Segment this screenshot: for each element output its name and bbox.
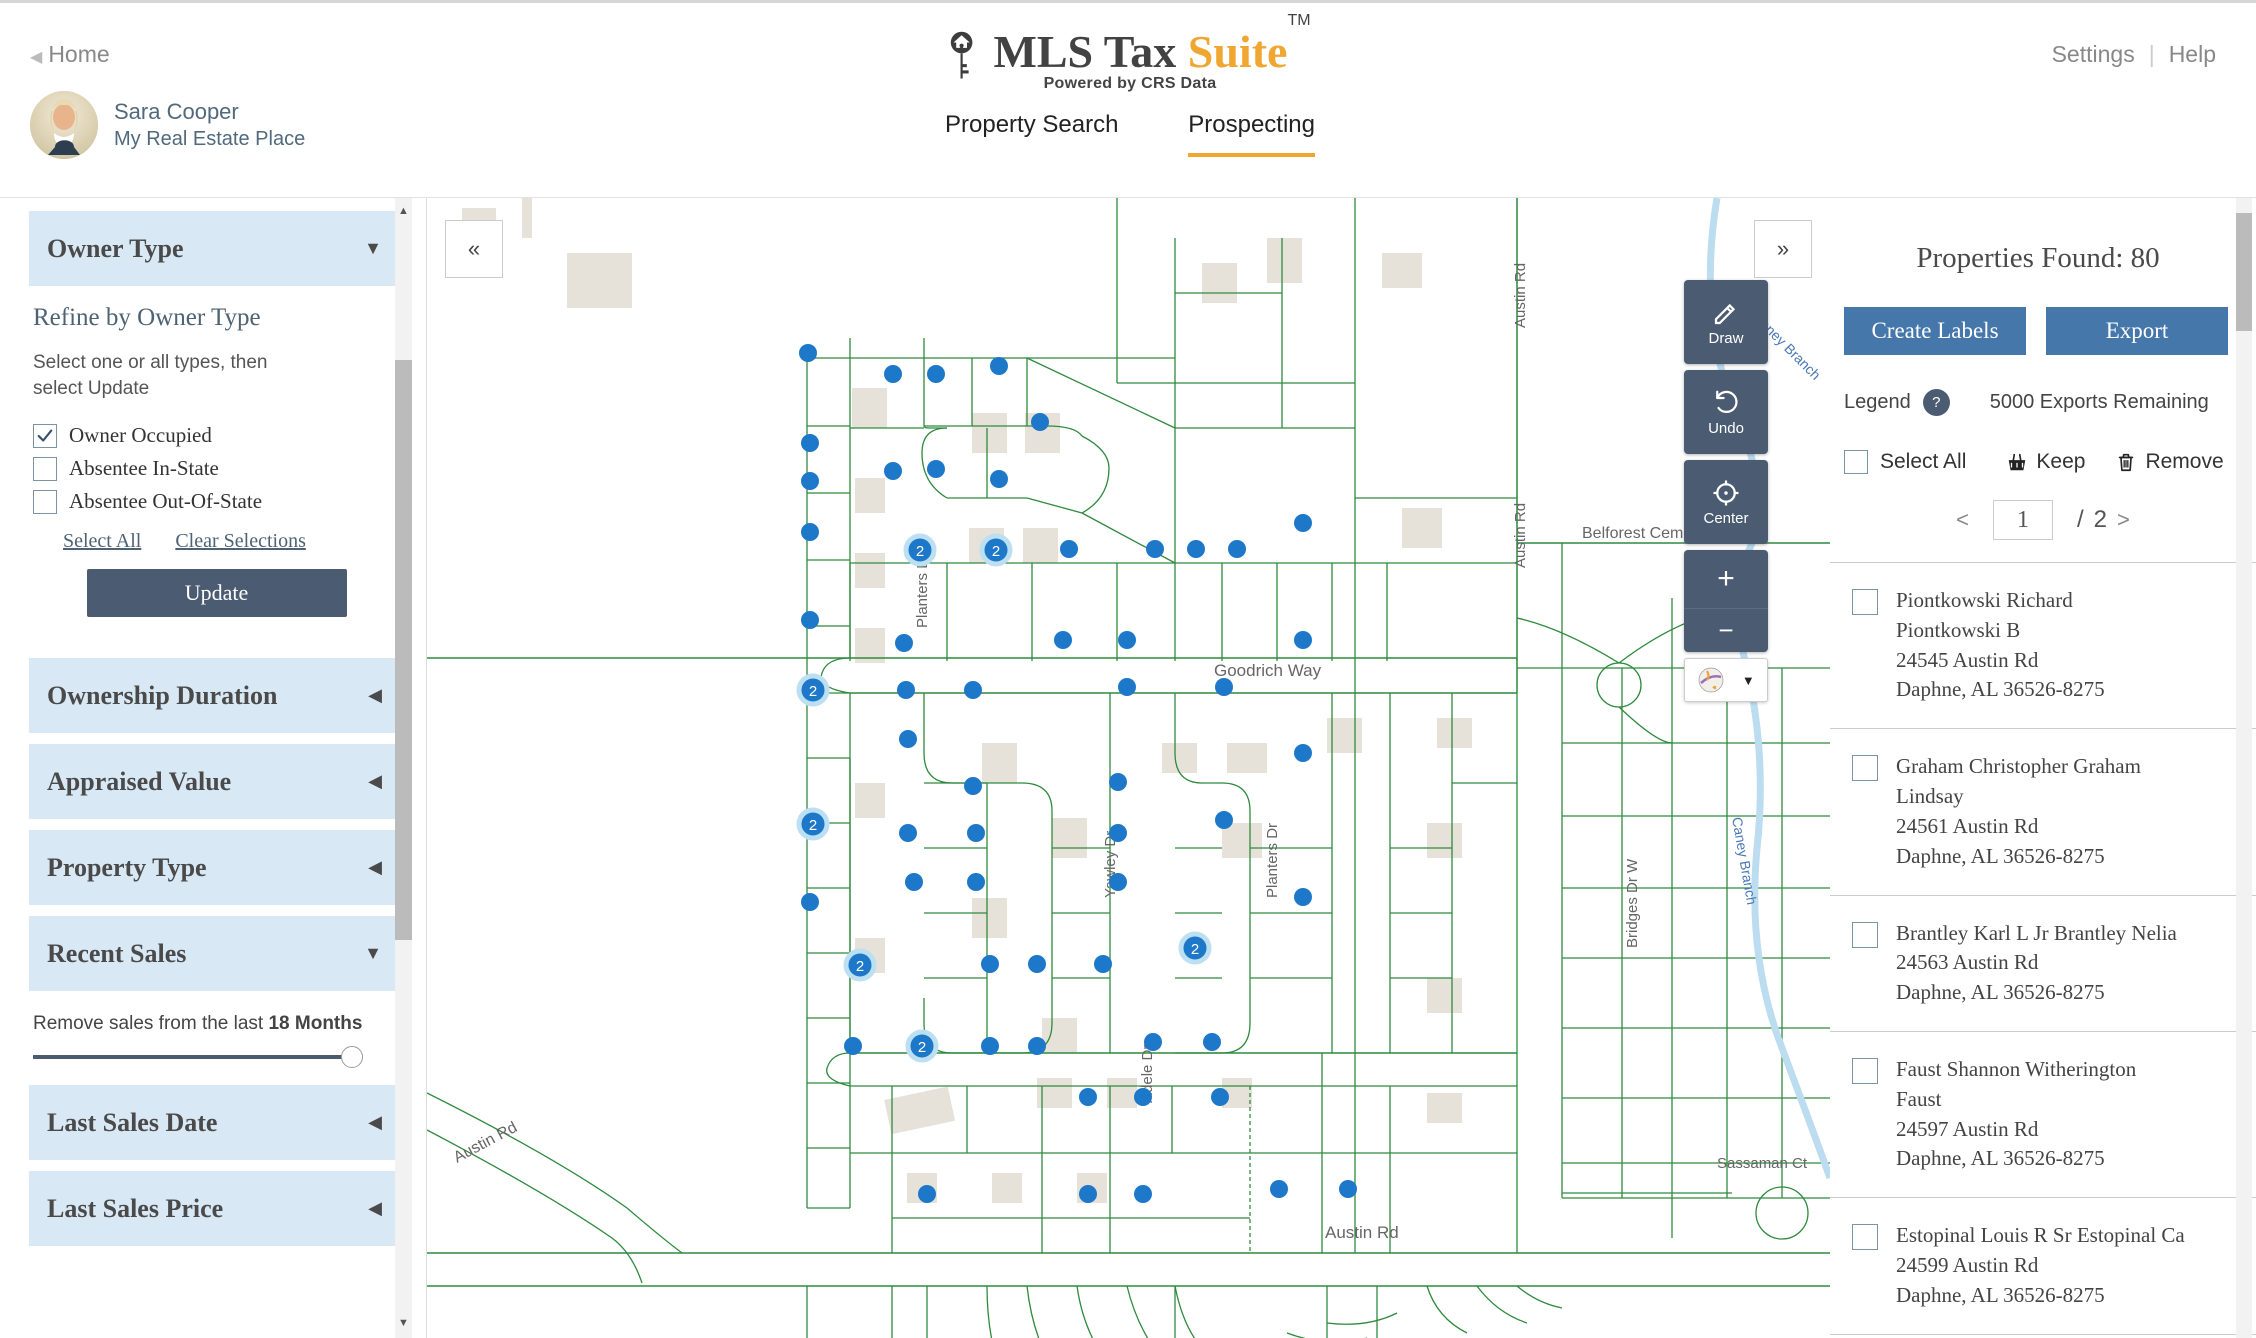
svg-text:2: 2	[1191, 941, 1199, 958]
svg-text:2: 2	[916, 543, 924, 560]
svg-text:Planters Dr: Planters Dr	[1264, 823, 1281, 898]
svg-text:Austin Rd: Austin Rd	[1512, 263, 1529, 328]
svg-text:2: 2	[856, 958, 864, 975]
svg-text:Austin Rd: Austin Rd	[1512, 503, 1529, 568]
svg-text:2: 2	[992, 543, 1000, 560]
svg-text:Sassaman Ct: Sassaman Ct	[1717, 1155, 1808, 1172]
svg-text:Austin Rd: Austin Rd	[1325, 1223, 1399, 1242]
svg-text:2: 2	[809, 817, 817, 834]
svg-text:2: 2	[809, 683, 817, 700]
svg-text:Bridges Dr W: Bridges Dr W	[1624, 858, 1641, 948]
svg-text:2: 2	[918, 1039, 926, 1056]
svg-text:Goodrich Way: Goodrich Way	[1214, 661, 1322, 680]
